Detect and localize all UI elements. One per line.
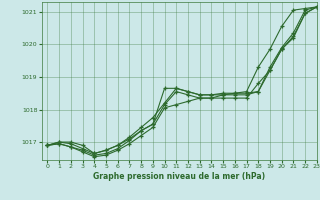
X-axis label: Graphe pression niveau de la mer (hPa): Graphe pression niveau de la mer (hPa): [93, 172, 265, 181]
